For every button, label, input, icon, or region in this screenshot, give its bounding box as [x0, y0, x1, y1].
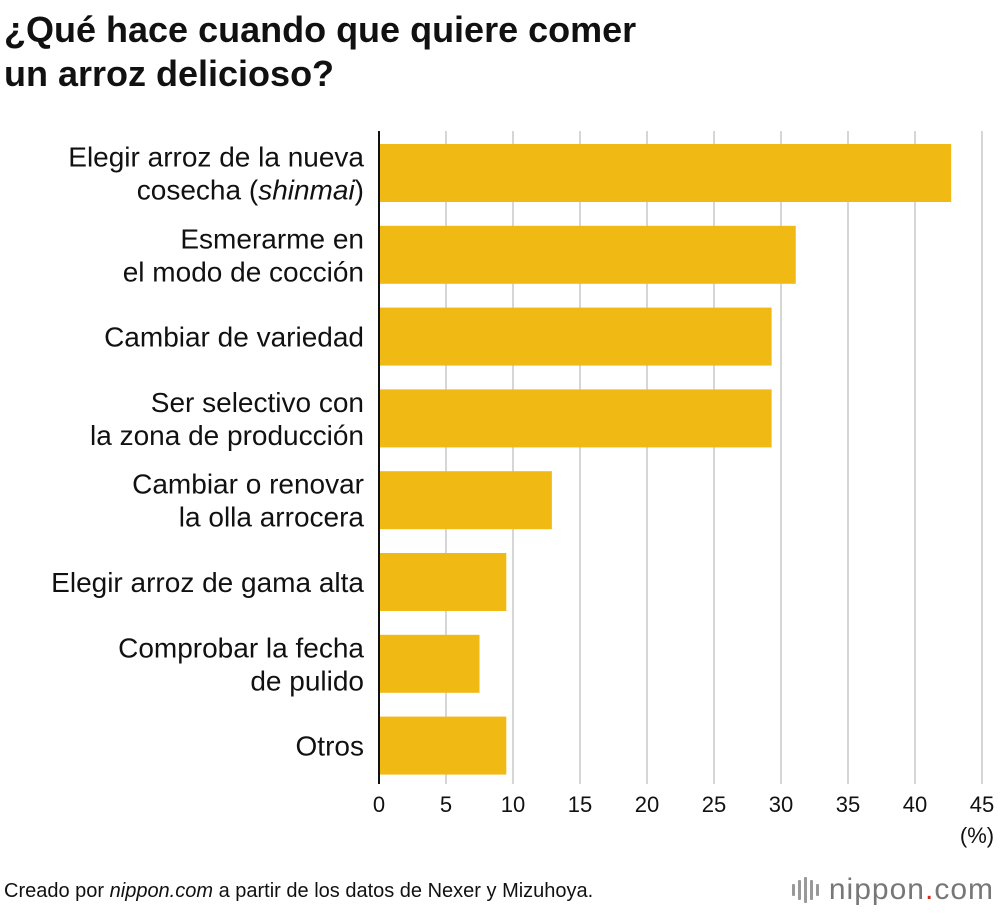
bar: [379, 307, 772, 366]
x-tick-label: 45: [970, 792, 994, 817]
sound-wave-icon: [791, 877, 819, 903]
category-label: la zona de producción: [90, 420, 364, 451]
category-label: el modo de cocción: [123, 256, 364, 287]
category-label: Ser selectivo con: [151, 387, 364, 418]
bar: [379, 225, 796, 284]
bar: [379, 389, 772, 448]
source-suffix: a partir de los datos de Nexer y Mizuhoy…: [213, 880, 594, 902]
bar: [379, 553, 507, 611]
bar: [379, 716, 507, 775]
source-prefix: Creado por: [4, 880, 110, 902]
category-label: Otros: [296, 731, 364, 762]
unit-label: (%): [960, 823, 994, 848]
category-label: la olla arrocera: [179, 502, 365, 533]
x-tick-label: 20: [635, 792, 659, 817]
nippon-logo: nippon. com: [791, 873, 994, 907]
brand-name: nippon: [828, 873, 925, 906]
category-label: Elegir arroz de gama alta: [51, 567, 364, 598]
chart-title: ¿Qué hace cuando que quiere comer un arr…: [4, 8, 764, 96]
x-tick-label: 5: [440, 792, 452, 817]
bar: [379, 471, 552, 530]
x-tick-label: 25: [702, 792, 726, 817]
source-note: Creado por nippon.com a partir de los da…: [4, 880, 593, 903]
category-label: cosecha (shinmai): [137, 175, 364, 206]
category-label: Comprobar la fecha: [118, 632, 364, 663]
x-tick-label: 0: [373, 792, 385, 817]
bar: [379, 144, 952, 202]
brand-tld: com: [934, 873, 994, 906]
category-label: Cambiar o renovar: [132, 469, 364, 500]
brand-dot: .: [924, 873, 935, 906]
x-tick-label: 15: [568, 792, 592, 817]
x-tick-label: 10: [501, 792, 525, 817]
x-tick-label: 35: [836, 792, 860, 817]
category-label: de pulido: [250, 665, 364, 696]
bar: [379, 634, 480, 693]
bars: [379, 144, 952, 775]
x-tick-labels: 0 5 10 15 20 25 30 35 40 45: [373, 792, 994, 817]
source-site: nippon.com: [109, 880, 214, 902]
chart-title-line-1: ¿Qué hace cuando que quiere comer: [4, 9, 637, 50]
category-label: Elegir arroz de la nueva: [68, 142, 364, 173]
x-tick-label: 40: [903, 792, 927, 817]
category-label: Cambiar de variedad: [104, 322, 364, 353]
category-label: Esmerarme en: [180, 223, 364, 254]
chart-title-line-2: un arroz delicioso?: [4, 53, 335, 94]
x-tick-label: 30: [769, 792, 793, 817]
